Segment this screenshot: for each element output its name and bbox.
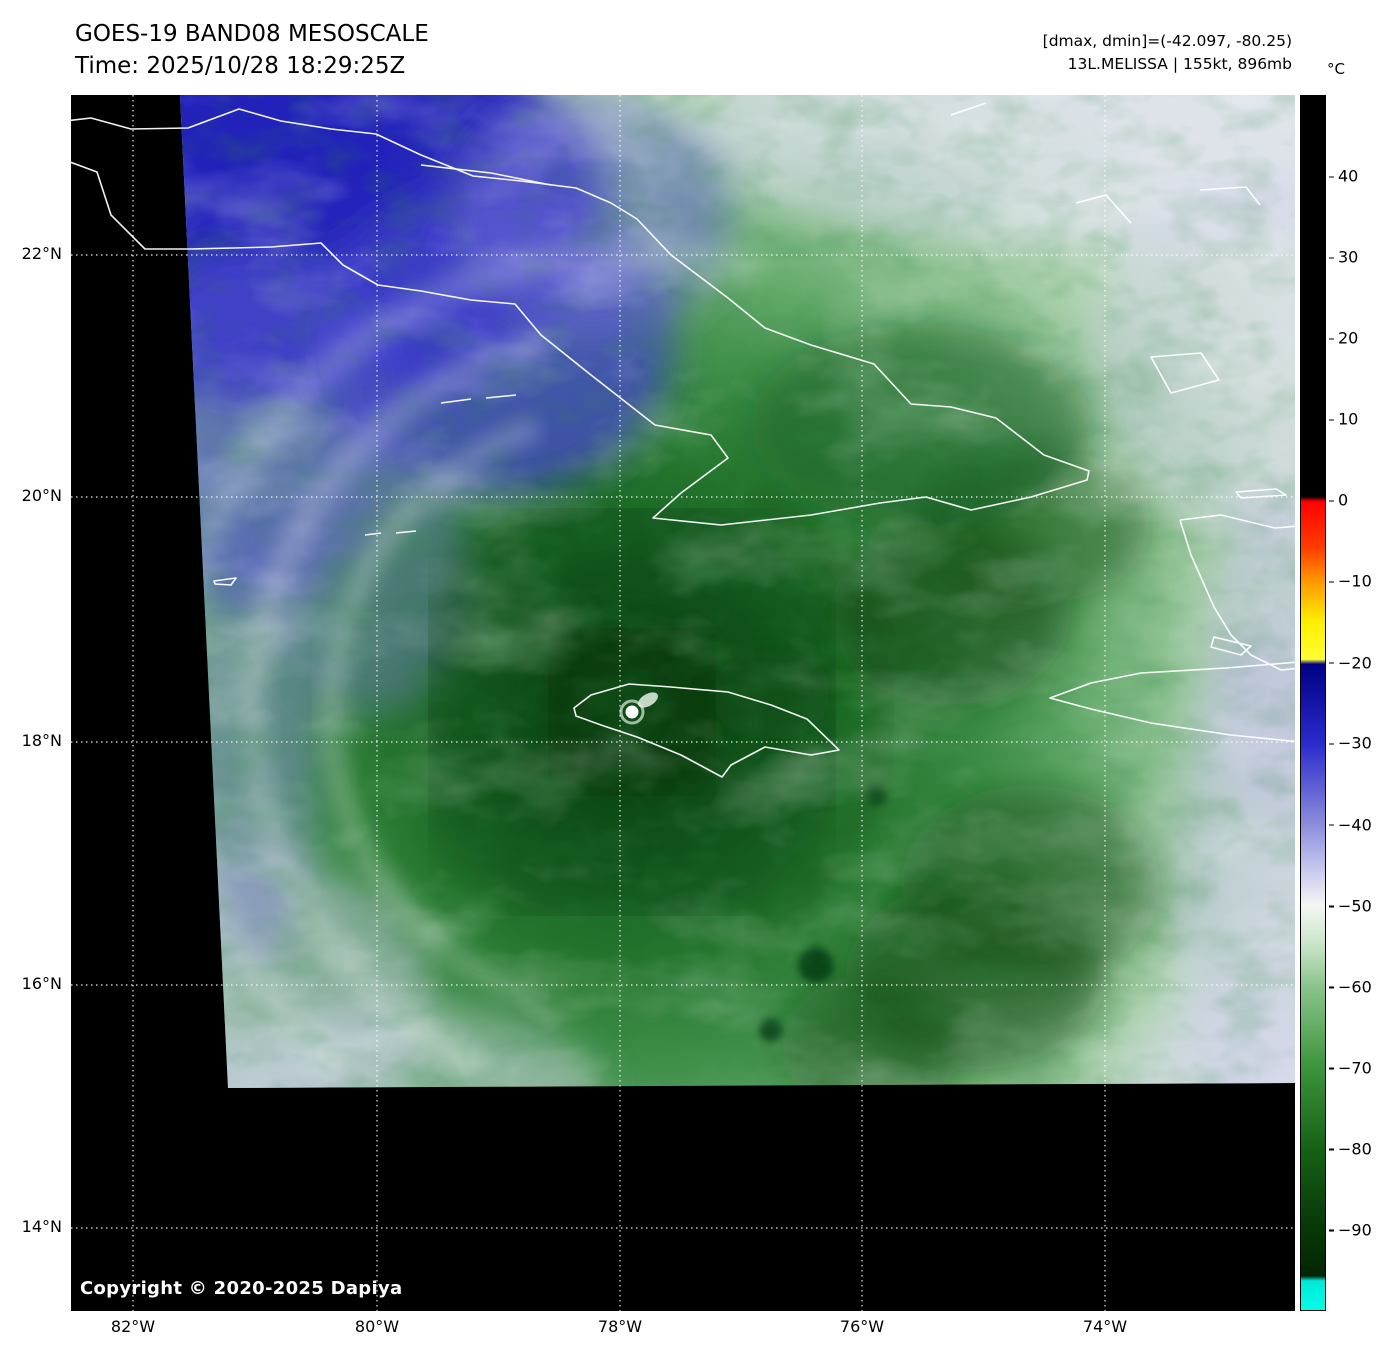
colorbar-tick-label: 20 [1329, 329, 1358, 348]
lon-tick-label: 76°W [839, 1317, 885, 1336]
colorbar-unit: °C [1327, 60, 1345, 78]
lat-tick-label: 14°N [21, 1217, 62, 1236]
dmax-dmin-label: [dmax, dmin]=(-42.097, -80.25) [1042, 32, 1292, 50]
coastline-jamaica [573, 683, 840, 778]
lat-tick-label: 20°N [21, 486, 62, 505]
coastline-haiti-north [1179, 514, 1295, 529]
header-right: [dmax, dmin]=(-42.097, -80.25) 13L.MELIS… [1043, 30, 1292, 76]
colorbar-tick-label: 10 [1329, 410, 1358, 429]
lat-tick-label: 16°N [21, 974, 62, 993]
coastline-crooked-island [1075, 194, 1132, 224]
lat-tick-label: 18°N [21, 731, 62, 750]
colorbar-tick-label: −70 [1329, 1058, 1372, 1077]
coastline-haiti-tiburon [1049, 661, 1295, 743]
colorbar-tick-label: −40 [1329, 815, 1372, 834]
colorbar-ticks: 40 30 20 10 0 −10 −20 −30 −40 −50 −60 −70 −80 −90 [1329, 95, 1389, 1311]
lat-tick-label: 22°N [21, 244, 62, 263]
colorbar-tick-label: −10 [1329, 572, 1372, 591]
lon-tick-label: 78°W [597, 1317, 643, 1336]
colorbar-tick-label: −30 [1329, 734, 1372, 753]
colorbar-tick-label: −80 [1329, 1139, 1372, 1158]
lon-tick-label: 80°W [354, 1317, 400, 1336]
coastline-haiti-west [1179, 519, 1295, 671]
storm-info-label: 13L.MELISSA | 155kt, 896mb [1067, 55, 1292, 73]
satellite-map: Copyright © 2020-2025 Dapiya [71, 95, 1295, 1311]
copyright-label: Copyright © 2020-2025 Dapiya [80, 1278, 403, 1299]
colorbar-tick-label: −50 [1329, 896, 1372, 915]
hurricane-eye [619, 692, 658, 725]
coastline-caymans [364, 530, 417, 536]
coastline-long-island [950, 102, 987, 116]
coastline-great-inagua [1150, 352, 1220, 394]
colorbar-tick-label: 0 [1329, 491, 1348, 510]
lon-tick-label: 82°W [110, 1317, 156, 1336]
coastline-gonave [1210, 636, 1252, 656]
coastline-mayaguana [1199, 186, 1261, 206]
coastline-grand-cayman [213, 577, 237, 586]
satellite-imagery [180, 95, 1295, 1088]
coastline-tortuga [1235, 488, 1287, 499]
mottle-texture [180, 95, 1295, 1088]
colorbar-gradient [1300, 95, 1326, 1311]
colorbar-tick-label: 30 [1329, 248, 1358, 267]
header-left: GOES-19 BAND08 MESOSCALE Time: 2025/10/2… [75, 18, 429, 82]
coastline-cuban-keys [420, 164, 552, 186]
chart-title: GOES-19 BAND08 MESOSCALE [75, 21, 429, 47]
colorbar-tick-label: 40 [1329, 167, 1358, 186]
colorbar-tick-label: −90 [1329, 1220, 1372, 1239]
lon-tick-label: 74°W [1082, 1317, 1128, 1336]
colorbar-tick-label: −20 [1329, 653, 1372, 672]
chart-time: Time: 2025/10/28 18:29:25Z [75, 53, 406, 79]
coastline-jardines [440, 394, 517, 404]
satellite-svg [71, 95, 1295, 1311]
gridlines [71, 95, 1295, 1311]
colorbar-tick-label: −60 [1329, 977, 1372, 996]
